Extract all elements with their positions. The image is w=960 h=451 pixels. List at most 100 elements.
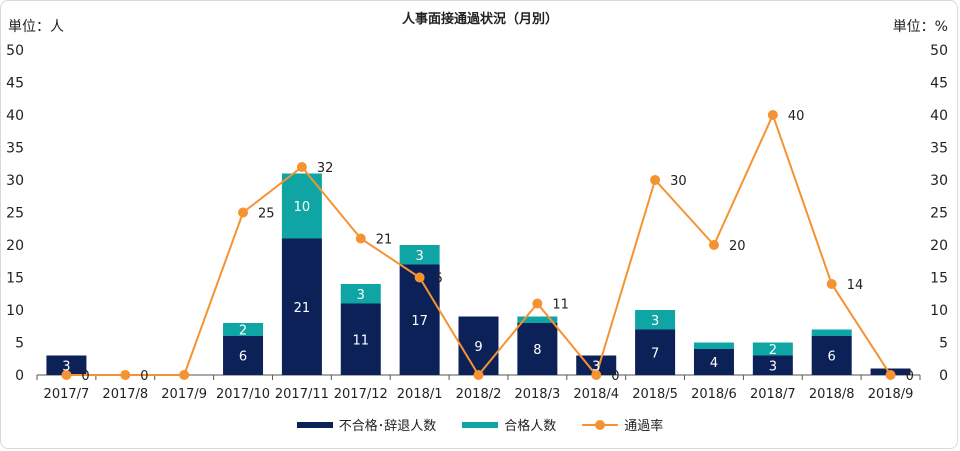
bar-label-rejected: 21: [294, 301, 311, 316]
bar-label-rejected: 6: [239, 350, 247, 365]
y-left-tick-label: 35: [6, 141, 24, 157]
pass-rate-point: [120, 370, 131, 380]
bar-label-rejected: 4: [710, 356, 718, 371]
axes: 2017/7 2017/8 2017/9 2017/10 2017/11 2017/12 2…: [6, 43, 948, 402]
pass-rate-point: [473, 370, 484, 380]
x-tick-label: 2018/9: [868, 387, 914, 402]
bar-label-rejected: 17: [411, 314, 428, 329]
bar-rejected: [752, 355, 793, 375]
y-right-tick-label: 10: [930, 303, 948, 319]
bar-passed: [223, 323, 264, 336]
left-unit-label: 単位：人: [8, 19, 64, 35]
pass-rate-label: 40: [788, 109, 805, 124]
y-left-tick-label: 25: [6, 206, 24, 222]
pass-rate-point: [355, 233, 366, 244]
bar-label-rejected: 9: [474, 340, 482, 355]
pass-rate-label: 32: [317, 161, 334, 176]
y-left-tick-label: 0: [15, 368, 24, 384]
x-tick-label: 2018/6: [691, 387, 737, 402]
y-right-tick-label: 45: [930, 76, 948, 92]
pass-rate-label: 20: [729, 239, 746, 254]
pass-rate-label: 21: [376, 233, 393, 248]
bar-rejected: [281, 238, 322, 375]
pass-rate-point: [179, 370, 190, 380]
legend-swatch-rejected: [296, 421, 333, 428]
pass-rate-label: 0: [906, 369, 914, 384]
y-left-tick-label: 40: [6, 108, 24, 124]
pass-rate-point: [650, 175, 661, 185]
y-left-tick-label: 45: [6, 76, 24, 92]
pass-rate-label: 5: [435, 272, 443, 287]
chart-title: 人事面接通過状況（月別）: [402, 11, 558, 27]
bar-label-passed: 3: [651, 314, 659, 329]
bar-label-rejected: 11: [352, 333, 369, 348]
legend-swatch-pass-rate: [582, 419, 619, 431]
bar-label-rejected: 8: [533, 343, 541, 358]
bar-rejected: [458, 316, 499, 375]
x-tick-label: 2017/8: [102, 387, 148, 402]
bar-rejected: [576, 355, 617, 375]
bar-label-passed: 3: [357, 288, 365, 303]
bar-rejected: [340, 303, 381, 375]
bar-label-rejected: 6: [828, 350, 836, 365]
y-right-tick-label: 20: [930, 238, 948, 254]
pass-rate-label: 14: [847, 278, 864, 293]
line-series: [61, 110, 896, 380]
x-tick-label: 2017/11: [275, 387, 329, 402]
chart: 人事面接通過状況（月別） 単位：人 単位：% 2017/7 2017/8 2017/…: [6, 11, 948, 402]
x-tick-label: 2018/7: [750, 387, 796, 402]
pass-rate-point: [238, 207, 249, 218]
right-unit-label: 単位：%: [893, 19, 948, 35]
pass-rate-label: 30: [670, 174, 687, 189]
x-tick-label: 2018/5: [632, 387, 678, 402]
bar-rejected: [46, 355, 87, 375]
legend: 不合格･辞退人数 合格人数 通過率: [0, 415, 960, 434]
pass-rate-point: [708, 240, 719, 250]
bar-label-rejected: 3: [62, 359, 70, 374]
y-left-tick-label: 20: [6, 238, 24, 254]
bar-passed: [752, 342, 793, 356]
pass-rate-point: [414, 272, 425, 283]
y-right-tick-label: 5: [939, 336, 948, 352]
pass-rate-point: [296, 162, 307, 172]
bar-passed: [399, 245, 440, 265]
y-right-tick-label: 25: [930, 206, 948, 222]
pass-rate-point: [591, 370, 602, 380]
y-right-tick-label: 50: [930, 43, 948, 59]
x-tick-label: 2017/12: [334, 387, 388, 402]
bar-passed: [635, 310, 676, 330]
pass-rate-point: [826, 279, 837, 289]
bar-label-rejected: 3: [769, 359, 777, 374]
x-tick-label: 2017/10: [216, 387, 270, 402]
bar-rejected: [635, 329, 676, 375]
bar-rejected: [517, 323, 558, 375]
x-tick-label: 2018/8: [809, 387, 855, 402]
y-left-tick-label: 30: [6, 173, 24, 189]
bar-passed: [517, 316, 558, 323]
bar-label-rejected: 7: [651, 346, 659, 361]
bar-passed: [811, 329, 852, 336]
y-left-tick-label: 50: [6, 43, 24, 59]
bar-label-passed: 2: [769, 343, 777, 358]
y-right-tick-label: 35: [930, 141, 948, 157]
x-tick-label: 2018/2: [456, 387, 502, 402]
bar-passed: [340, 284, 381, 304]
bar-rejected: [223, 336, 264, 375]
legend-swatch-passed: [462, 421, 499, 428]
y-right-tick-label: 0: [939, 368, 948, 384]
pass-rate-label: 25: [258, 207, 275, 222]
bar-rejected: [399, 264, 440, 375]
bar-label-passed: 10: [294, 200, 311, 215]
y-left-tick-label: 10: [6, 303, 24, 319]
pass-rate-label: 0: [611, 369, 619, 384]
x-tick-label: 2017/7: [44, 387, 90, 402]
pass-rate-point: [61, 370, 72, 380]
x-tick-label: 2017/9: [161, 387, 207, 402]
pass-rate-point: [885, 370, 896, 380]
legend-item-rejected: 不合格･辞退人数: [296, 415, 436, 434]
pass-rate-point: [767, 110, 778, 120]
pass-rate-label: 0: [81, 369, 89, 384]
x-tick-label: 2018/3: [514, 387, 560, 402]
